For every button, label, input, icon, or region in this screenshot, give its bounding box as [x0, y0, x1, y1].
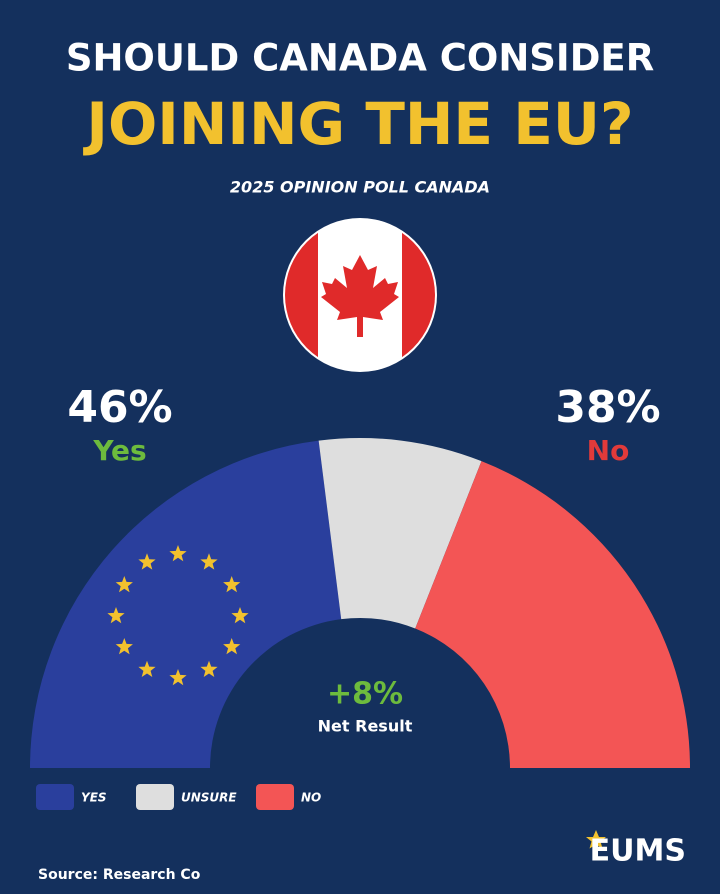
eu-star	[107, 607, 125, 624]
segment	[415, 461, 690, 768]
category-label: No	[587, 434, 630, 467]
net-result-label: Net Result	[318, 717, 413, 736]
category-label: Yes	[92, 434, 146, 467]
title-line: SHOULD CANADA CONSIDER	[66, 37, 654, 80]
eu-star	[169, 669, 187, 686]
eu-star	[200, 660, 218, 677]
legend-swatch	[136, 784, 174, 810]
segment	[318, 438, 482, 629]
brand-star	[586, 830, 606, 849]
eu-star	[223, 638, 241, 655]
chart: 46% 38% Yes No YES UNSURE NO	[30, 382, 690, 810]
eu-star	[115, 576, 133, 593]
eu-star	[223, 576, 241, 593]
legend-label: YES	[81, 791, 107, 805]
legend-swatch	[256, 784, 294, 810]
segment	[30, 440, 342, 768]
eu-star	[138, 660, 156, 677]
legend-label: UNSURE	[181, 791, 237, 805]
value-label: 38%	[555, 382, 660, 433]
subtitle: 2025 OPINION POLL CANADA	[230, 178, 490, 197]
net-result-value: +8%	[327, 677, 403, 712]
eu-star	[115, 638, 133, 655]
eu-stars	[107, 545, 249, 686]
eu-star	[231, 607, 249, 624]
value-label: 46%	[67, 382, 172, 433]
eu-star	[200, 553, 218, 570]
source: Source: Research Co	[38, 867, 201, 883]
eu-star	[138, 553, 156, 570]
maple-leaf	[321, 255, 399, 337]
legend-label: NO	[301, 791, 321, 805]
title-highlight: JOINING THE EU?	[82, 90, 633, 158]
brand: EUMS	[590, 834, 686, 869]
canada-flag	[283, 218, 437, 372]
legend-swatch	[36, 784, 74, 810]
eu-star	[169, 545, 187, 562]
